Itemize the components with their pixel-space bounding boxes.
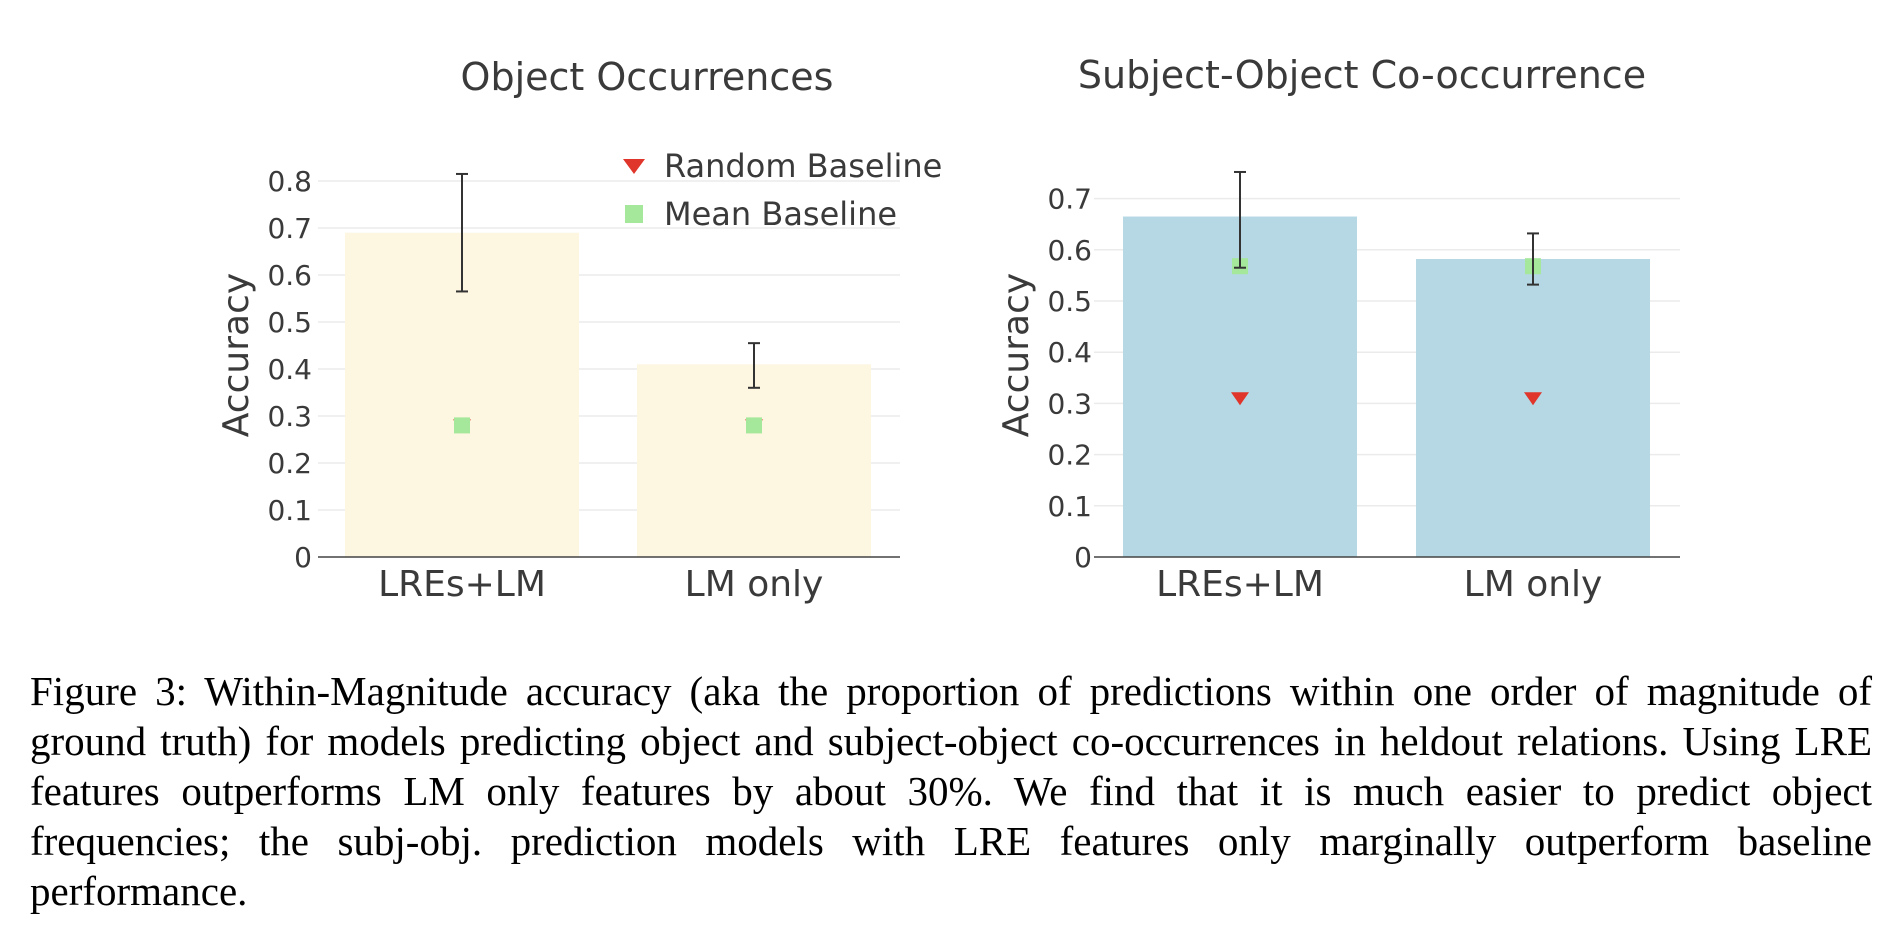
mean-baseline-marker	[454, 417, 470, 434]
y-tick-label: 0.4	[267, 353, 312, 386]
random-baseline-marker	[1231, 392, 1249, 406]
y-axis-label: Accuracy	[996, 273, 1037, 437]
y-tick-label: 0.2	[1047, 439, 1092, 472]
y-tick-label: 0.6	[1047, 234, 1092, 267]
bar	[1416, 259, 1650, 557]
y-tick-label: 0.1	[267, 494, 312, 527]
chart-subject-object-cooccurrence: Subject-Object Co-occurrence 0 0.1 0.2 0.3 0.…	[996, 53, 1680, 605]
y-tick-label: 0.5	[267, 306, 312, 339]
legend: Random Baseline Mean Baseline	[623, 147, 942, 233]
x-tick-label: LREs+LM	[1156, 564, 1324, 605]
bar	[637, 364, 871, 557]
y-tick-label: 0.5	[1047, 285, 1092, 318]
chart-object-occurrences: Object Occurrences 0 0.1 0.2 0.3 0.4 0.5 0.6 0.7…	[216, 55, 942, 605]
y-axis-label: Accuracy	[216, 273, 257, 437]
error-bar	[456, 172, 468, 293]
y-tick-label: 0.6	[267, 259, 312, 292]
legend-label: Random Baseline	[664, 147, 942, 185]
legend-mean-baseline-marker	[625, 205, 643, 223]
x-tick-label: LM only	[685, 564, 824, 605]
mean-baseline-marker	[746, 417, 762, 434]
legend-label: Mean Baseline	[664, 195, 897, 233]
y-tick-label: 0.4	[1047, 336, 1092, 369]
legend-random-baseline-marker	[623, 159, 645, 174]
y-tick-label: 0.3	[1047, 387, 1092, 420]
y-tick-label: 0	[294, 541, 312, 574]
chart-title: Object Occurrences	[461, 55, 834, 99]
y-tick-label: 0.7	[1047, 183, 1092, 216]
error-bar	[748, 342, 760, 389]
y-tick-label: 0.3	[267, 400, 312, 433]
y-tick-label: 0.2	[267, 447, 312, 480]
y-tick-label: 0.8	[267, 165, 312, 198]
y-tick-label: 0	[1074, 541, 1092, 574]
error-bar	[1527, 232, 1539, 286]
error-bar	[1234, 170, 1246, 269]
chart-title: Subject-Object Co-occurrence	[1078, 53, 1646, 97]
figure-caption: Figure 3: Within-Magnitude accuracy (aka…	[30, 668, 1872, 914]
y-tick-label: 0.1	[1047, 490, 1092, 523]
x-tick-label: LM only	[1464, 564, 1603, 605]
x-tick-label: LREs+LM	[378, 564, 546, 605]
y-tick-label: 0.7	[267, 212, 312, 245]
figure: Object Occurrences 0 0.1 0.2 0.3 0.4 0.5 0.6 0.7…	[216, 53, 1680, 605]
random-baseline-marker	[1524, 392, 1542, 406]
